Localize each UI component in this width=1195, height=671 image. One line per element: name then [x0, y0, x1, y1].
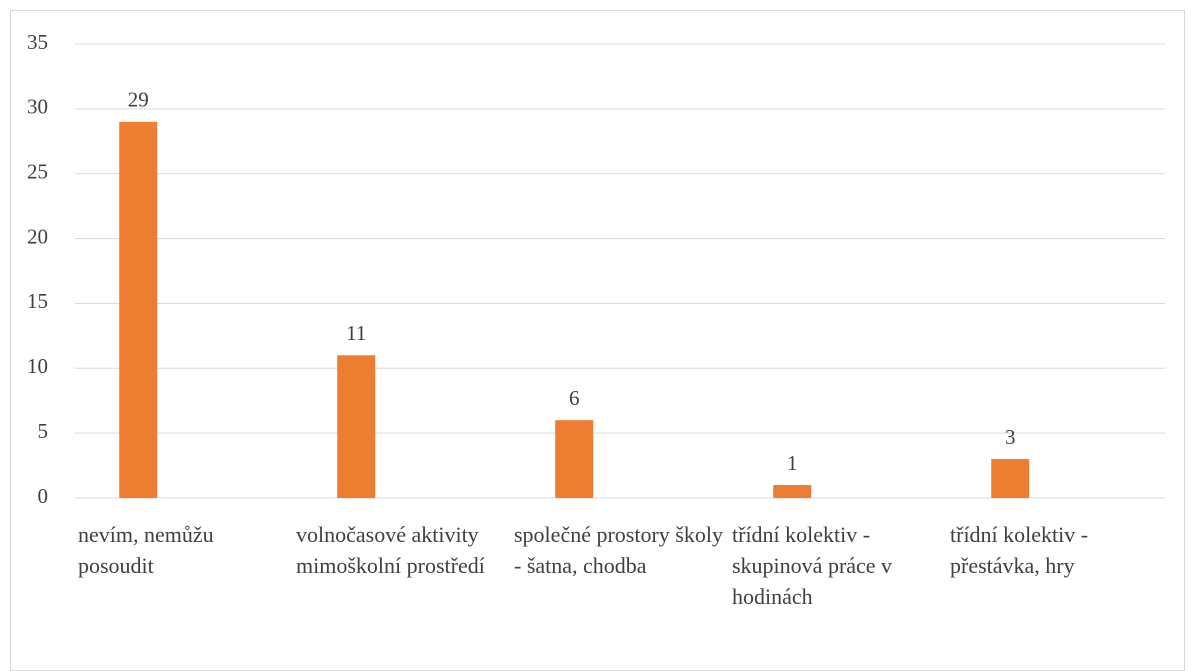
y-tick-label: 20 — [27, 224, 48, 248]
data-label: 3 — [1005, 425, 1016, 449]
y-tick-label: 10 — [27, 354, 48, 378]
y-tick-label: 35 — [27, 30, 48, 54]
bar — [337, 355, 376, 498]
bar — [119, 121, 158, 498]
x-tick-label: třídní kolektiv - skupinová práce v hodi… — [732, 522, 893, 609]
data-label: 6 — [569, 386, 580, 410]
bar — [991, 459, 1030, 498]
x-tick-label: nevím, nemůžu posoudit — [78, 522, 214, 578]
y-tick-label: 25 — [27, 160, 48, 184]
data-label: 11 — [346, 321, 366, 345]
bar — [773, 485, 812, 498]
bar — [555, 420, 594, 498]
x-tick-label: volnočasové aktivity mimoškolní prostřed… — [296, 522, 485, 578]
data-label: 29 — [128, 88, 149, 112]
data-label: 1 — [787, 451, 798, 475]
y-tick-label: 5 — [38, 419, 49, 443]
x-tick-label: třídní kolektiv - přestávka, hry — [950, 522, 1089, 578]
y-tick-label: 30 — [27, 95, 48, 119]
y-tick-label: 0 — [38, 484, 49, 508]
y-tick-label: 15 — [27, 289, 48, 313]
x-tick-label: společné prostory školy - šatna, chodba — [514, 522, 723, 578]
